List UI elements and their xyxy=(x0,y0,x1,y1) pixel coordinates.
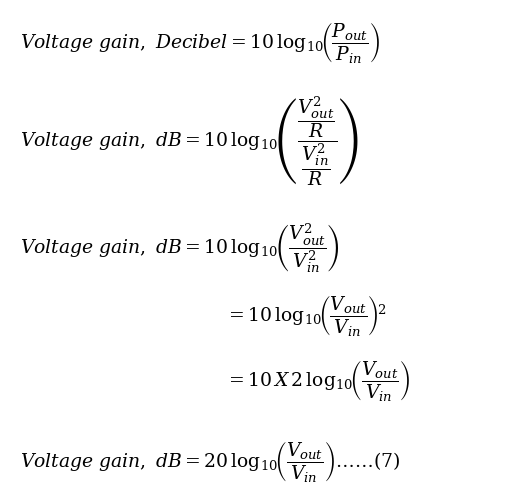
Text: $\mathit{Voltage\ gain,\ dB} = 10\,\mathrm{log}_{10}\!\left(\dfrac{V_{out}^{2}}{: $\mathit{Voltage\ gain,\ dB} = 10\,\math… xyxy=(20,222,340,277)
Text: $= 10\,\mathrm{log}_{10}\!\left(\dfrac{V_{out}}{V_{in}}\right)^{\!2}$: $= 10\,\mathrm{log}_{10}\!\left(\dfrac{V… xyxy=(225,292,387,338)
Text: $\mathit{Voltage\ gain,\ dB} = 20\,\mathrm{log}_{10}\!\left(\dfrac{V_{out}}{V_{i: $\mathit{Voltage\ gain,\ dB} = 20\,\math… xyxy=(20,438,401,484)
Text: $= 10\,X\,2\,\mathrm{log}_{10}\!\left(\dfrac{V_{out}}{V_{in}}\right)$: $= 10\,X\,2\,\mathrm{log}_{10}\!\left(\d… xyxy=(225,358,410,403)
Text: $\mathit{Voltage\ gain,\ Decibel} = 10\,\mathrm{log}_{10}\!\left(\dfrac{P_{out}}: $\mathit{Voltage\ gain,\ Decibel} = 10\,… xyxy=(20,20,380,66)
Text: $\mathit{Voltage\ gain,\ dB} = 10\,\mathrm{log}_{10}\!\left(\dfrac{\dfrac{V_{out: $\mathit{Voltage\ gain,\ dB} = 10\,\math… xyxy=(20,94,359,188)
